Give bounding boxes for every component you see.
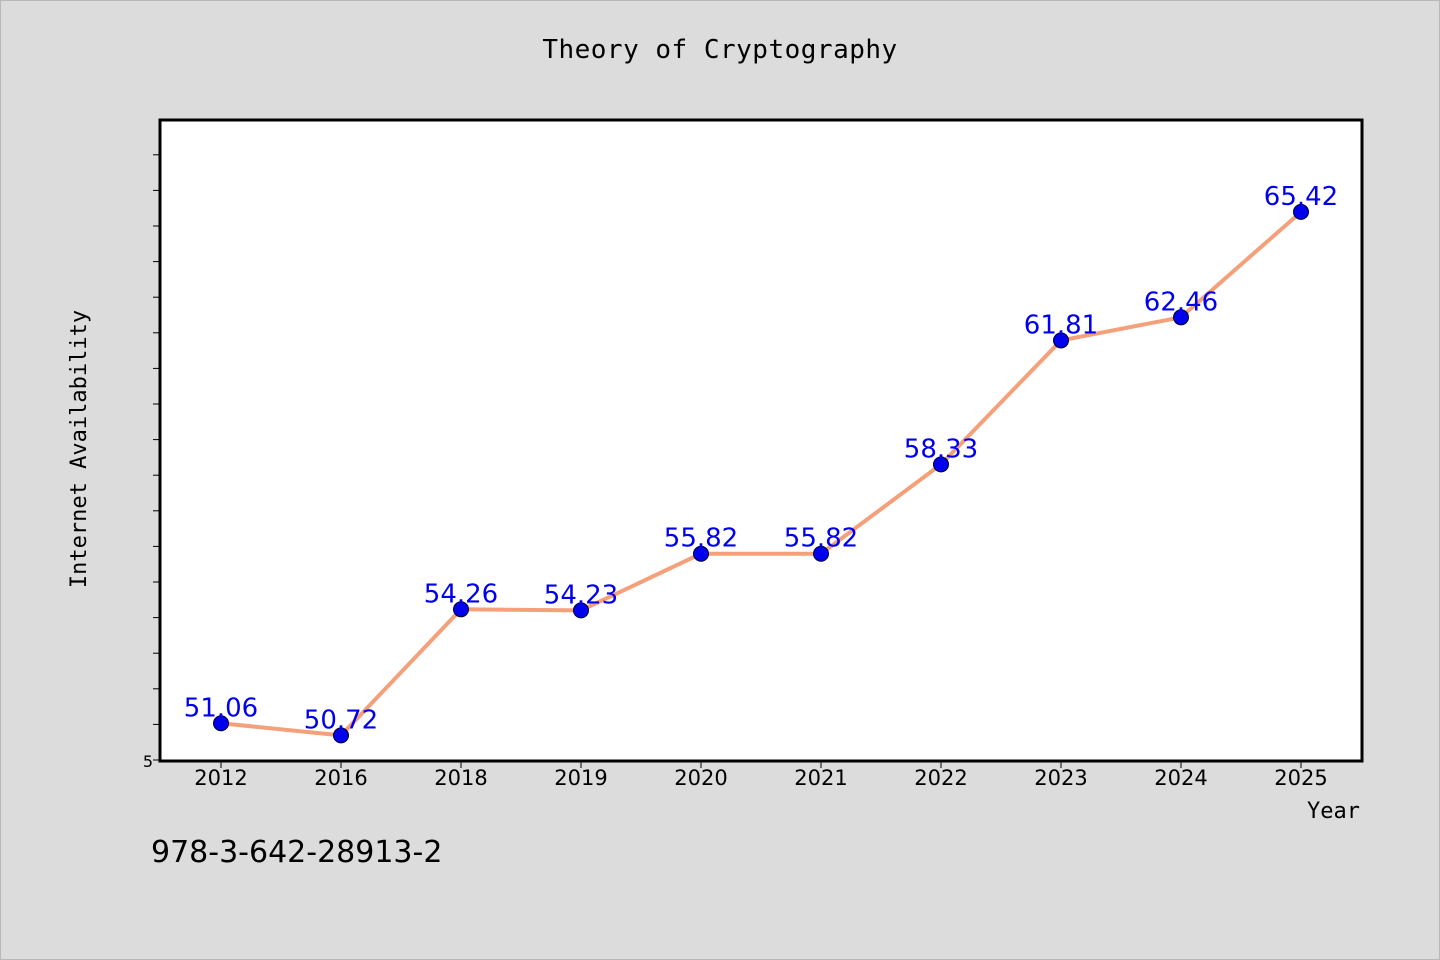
data-point (693, 545, 709, 562)
x-tick-label: 2021 (794, 766, 847, 790)
x-axis-ticks: 2012 2016 2018 2019 2020 2021 2022 2023 2024 2025 (194, 761, 1328, 790)
data-point (813, 545, 829, 562)
y-tick-label: 5 (143, 752, 153, 771)
data-point (213, 715, 229, 732)
data-label: 50.72 (304, 705, 378, 735)
x-tick-label: 2019 (554, 766, 607, 790)
data-label: 55.82 (664, 524, 738, 554)
series-group (213, 203, 1309, 744)
x-tick-label: 2012 (194, 766, 247, 790)
x-tick-label: 2025 (1274, 766, 1327, 790)
x-tick-label: 2018 (434, 766, 487, 790)
y-axis-title: Internet Availability (67, 310, 92, 588)
x-tick-label: 2023 (1034, 766, 1087, 790)
data-label: 54.23 (544, 580, 618, 610)
data-point (573, 602, 589, 619)
data-point (933, 456, 949, 473)
data-label: 55.82 (784, 524, 858, 554)
plot-area (158, 118, 1364, 763)
isbn-label: 978-3-642-28913-2 (151, 835, 443, 870)
x-tick-label: 2022 (914, 766, 967, 790)
data-label: 51.06 (184, 693, 258, 723)
data-point (1173, 309, 1189, 326)
x-axis-title: Year (1307, 799, 1360, 824)
data-label: 54.26 (424, 579, 498, 609)
data-label: 62.46 (1144, 287, 1218, 317)
data-point (1053, 332, 1069, 349)
series-line (219, 209, 1303, 738)
y-axis-ticks (153, 154, 160, 761)
data-label: 61.81 (1024, 310, 1098, 340)
data-label-group: 51.06 50.72 54.26 54.23 55.82 55.82 58.33 61.81… (184, 182, 1338, 735)
data-label: 58.33 (904, 434, 978, 464)
x-tick-label: 2016 (314, 766, 367, 790)
data-point (453, 601, 469, 618)
data-point (333, 727, 349, 744)
data-label: 65.42 (1264, 182, 1338, 212)
data-point (1293, 203, 1309, 220)
chart-title: Theory of Cryptography (542, 35, 898, 65)
x-tick-label: 2020 (674, 766, 727, 790)
x-tick-label: 2024 (1154, 766, 1207, 790)
